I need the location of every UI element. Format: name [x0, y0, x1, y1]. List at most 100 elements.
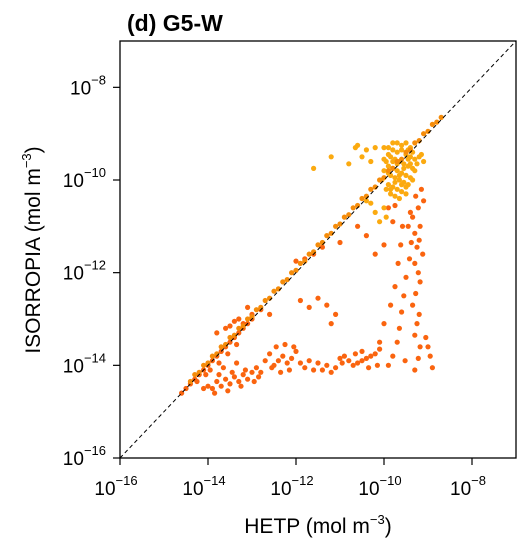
data-point — [359, 358, 365, 364]
data-point — [249, 314, 255, 320]
data-point — [417, 223, 423, 229]
data-point — [359, 154, 365, 160]
data-point — [341, 353, 347, 359]
data-point — [377, 219, 383, 225]
data-point — [319, 244, 325, 250]
data-point — [423, 334, 429, 341]
data-point — [245, 376, 251, 382]
plot-frame — [119, 40, 517, 459]
data-point — [396, 172, 402, 178]
data-point — [399, 309, 405, 315]
data-point — [363, 233, 369, 239]
data-point — [402, 358, 408, 364]
data-point — [315, 295, 321, 301]
data-point — [377, 346, 383, 352]
data-point — [377, 339, 383, 345]
data-point — [196, 369, 202, 375]
data-point — [293, 267, 299, 273]
data-point — [390, 158, 396, 165]
y-tick-label: 10−12 — [63, 258, 106, 285]
data-point — [249, 369, 255, 375]
data-point — [240, 372, 246, 378]
data-point — [398, 242, 404, 248]
data-point — [262, 297, 268, 304]
data-point — [392, 175, 398, 181]
data-point — [223, 325, 229, 331]
data-point — [209, 385, 215, 392]
data-point — [416, 311, 422, 317]
data-point — [311, 367, 317, 373]
data-point — [236, 378, 242, 385]
data-point — [306, 358, 312, 364]
data-point — [225, 388, 231, 394]
data-point — [412, 140, 418, 146]
data-point — [201, 362, 207, 368]
data-point — [271, 288, 277, 294]
data-point — [394, 168, 400, 174]
data-point — [319, 367, 325, 373]
data-point — [381, 156, 387, 162]
data-point — [401, 293, 407, 299]
data-point — [388, 302, 394, 308]
data-point — [403, 149, 409, 155]
y-tick-label: 10−10 — [63, 165, 106, 192]
data-point — [306, 304, 312, 310]
data-point — [205, 383, 211, 389]
data-point — [273, 344, 279, 350]
data-point — [194, 378, 200, 385]
data-point — [256, 374, 262, 380]
data-point — [278, 369, 284, 375]
data-point — [410, 214, 416, 220]
data-point — [381, 321, 387, 327]
data-point — [286, 367, 292, 373]
data-point — [385, 151, 391, 158]
data-point — [289, 355, 295, 361]
data-point — [399, 189, 405, 195]
data-point — [223, 376, 229, 382]
data-point — [399, 223, 406, 229]
data-point — [333, 223, 339, 229]
y-tick-label: 10−8 — [70, 72, 106, 99]
data-point — [406, 256, 413, 262]
data-point — [415, 205, 421, 211]
y-tick-label: 10−14 — [63, 350, 106, 377]
data-point — [394, 186, 400, 192]
data-point — [418, 151, 424, 158]
data-point — [374, 362, 380, 368]
data-point — [412, 332, 418, 338]
y-axis-label-main: ISORROPIA (mol m — [22, 168, 45, 354]
data-point — [350, 362, 356, 368]
data-point — [434, 119, 440, 125]
data-point — [385, 168, 391, 174]
data-point — [275, 358, 281, 364]
data-point — [328, 369, 334, 375]
data-point — [413, 290, 419, 297]
data-point — [293, 258, 299, 264]
data-point — [372, 145, 378, 151]
data-point — [405, 223, 411, 229]
data-point — [381, 205, 387, 211]
data-point — [284, 277, 290, 283]
data-point — [234, 360, 240, 366]
data-point — [427, 353, 433, 359]
data-point — [280, 353, 286, 359]
data-point — [236, 316, 242, 322]
data-point — [352, 351, 358, 357]
data-point — [346, 212, 352, 218]
data-point — [396, 195, 402, 202]
data-point — [383, 214, 389, 220]
data-point — [421, 198, 427, 204]
data-point — [381, 145, 387, 151]
x-tick-label: 10−8 — [450, 473, 486, 500]
data-point — [258, 369, 264, 375]
x-axis-label: HETP (mol m−3) — [244, 512, 391, 538]
data-point — [394, 149, 400, 155]
data-point — [363, 198, 369, 204]
data-point — [395, 260, 401, 266]
data-point — [267, 311, 273, 317]
data-point — [187, 378, 193, 385]
data-point — [429, 121, 435, 127]
data-point — [328, 321, 334, 327]
data-point — [293, 348, 299, 354]
data-point — [392, 284, 398, 290]
